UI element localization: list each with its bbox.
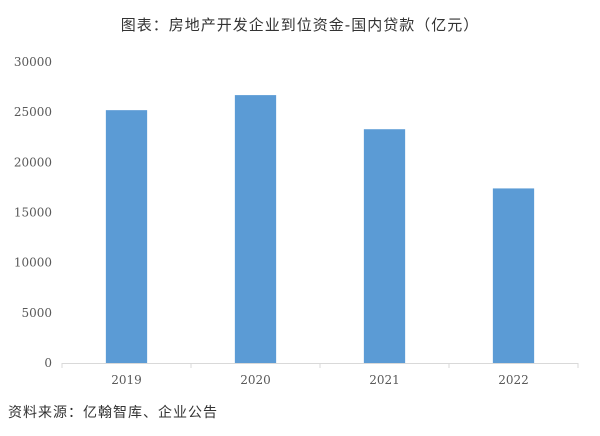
x-tick-label: 2022 <box>498 373 529 387</box>
y-tick-label: 25000 <box>14 105 52 119</box>
bar-2019 <box>105 110 148 363</box>
y-tick-label: 30000 <box>14 55 52 69</box>
y-axis-tick-labels: 0 5000 10000 15000 20000 25000 30000 <box>14 55 52 370</box>
y-tick-label: 15000 <box>14 206 52 220</box>
x-tick-label: 2021 <box>369 373 400 387</box>
y-tick-label: 0 <box>44 356 52 370</box>
chart-title: 图表：房地产开发企业到位资金-国内贷款（亿元） <box>120 16 480 34</box>
bar-2022 <box>492 188 535 363</box>
x-axis-tick-labels: 2019 2020 2021 2022 <box>111 373 529 387</box>
y-tick-label: 5000 <box>21 306 52 320</box>
x-axis-tick-marks <box>61 363 579 368</box>
y-tick-label: 20000 <box>14 155 52 169</box>
bar-2020 <box>234 95 277 364</box>
bar-2021 <box>363 129 406 363</box>
y-tick-label: 10000 <box>14 256 52 270</box>
bar-series <box>105 95 535 364</box>
x-tick-label: 2020 <box>240 373 271 387</box>
x-tick-label: 2019 <box>111 373 142 387</box>
source-note: 资料来源：亿翰智库、企业公告 <box>8 405 218 421</box>
